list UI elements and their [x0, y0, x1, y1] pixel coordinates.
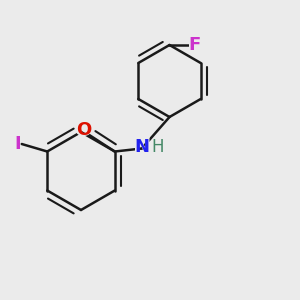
Text: I: I — [15, 135, 21, 153]
Text: N: N — [134, 138, 149, 156]
Text: F: F — [187, 35, 202, 55]
Text: O: O — [74, 120, 93, 140]
Text: O: O — [76, 121, 92, 139]
Text: H: H — [151, 138, 164, 156]
Text: F: F — [188, 36, 200, 54]
Text: N: N — [133, 137, 151, 157]
Text: I: I — [14, 134, 22, 154]
